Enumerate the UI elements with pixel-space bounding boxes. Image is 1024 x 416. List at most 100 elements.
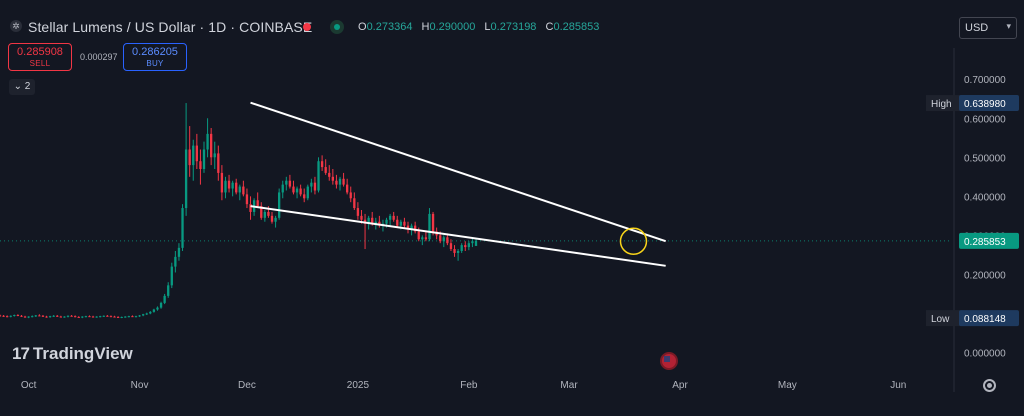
spread-value: 0.000297 — [80, 52, 118, 62]
candle-body — [317, 161, 320, 191]
candle-body — [295, 188, 299, 193]
candle-body — [23, 316, 27, 318]
currency-value: USD — [965, 22, 989, 34]
tradingview-logo-text: TradingView — [32, 344, 133, 363]
chevron-down-icon: ▾ — [1006, 21, 1011, 31]
symbol-title[interactable]: Stellar Lumens / US Dollar · 1D · COINBA… — [28, 19, 313, 35]
candle-body — [59, 316, 63, 318]
sell-price: 0.285908 — [17, 46, 63, 58]
candle-body — [270, 215, 274, 222]
candle-body — [41, 315, 45, 317]
candle-body — [449, 243, 453, 250]
candle-body — [124, 316, 127, 318]
candle-body — [95, 316, 98, 318]
candle-body — [424, 237, 428, 240]
candle-body — [446, 237, 449, 244]
candle-body — [145, 313, 148, 315]
candle-body — [13, 315, 16, 317]
candle-body — [353, 198, 356, 209]
price-label-tag: Low — [931, 314, 950, 325]
trendline — [250, 205, 666, 267]
y-tick-label: 0.400000 — [964, 192, 1006, 203]
candle-body — [371, 217, 374, 224]
candle-body — [163, 295, 166, 303]
ohlc-low-value: 0.273198 — [490, 21, 537, 33]
candle-body — [421, 237, 424, 240]
price-label-bg — [959, 95, 1019, 112]
candle-body — [156, 307, 159, 310]
candle-body — [242, 186, 245, 195]
sell-label: SELL — [29, 59, 51, 68]
candle-body — [338, 178, 342, 185]
ohlc-close-value: 0.285853 — [553, 21, 600, 33]
gear-icon[interactable] — [983, 379, 996, 392]
candle-body — [417, 231, 420, 240]
candle-body — [16, 315, 20, 317]
candle-body — [310, 182, 313, 187]
price-label-value: 0.088148 — [964, 314, 1006, 325]
candle-body — [63, 316, 66, 318]
candle-body — [170, 266, 173, 286]
candle-body — [159, 302, 163, 308]
candle-body — [120, 316, 123, 318]
candle-body — [249, 204, 252, 212]
candle-body — [184, 149, 188, 209]
candle-body — [188, 149, 191, 166]
candle-body — [88, 316, 91, 318]
candle-body — [399, 221, 403, 226]
price-label-value: 0.285853 — [964, 237, 1006, 248]
y-tick-label: 0.600000 — [964, 114, 1006, 125]
candle-body — [102, 315, 105, 317]
candle-body — [285, 180, 288, 185]
candle-body — [99, 316, 102, 318]
candle-body — [442, 237, 445, 242]
candle-body — [260, 206, 263, 218]
candles-group — [0, 103, 478, 319]
x-tick-label: Apr — [672, 380, 688, 391]
ohlc-close-key: C — [545, 21, 554, 33]
candle-body — [396, 219, 399, 226]
candle-body — [428, 213, 431, 240]
currency-select[interactable]: USD ▾ — [959, 17, 1017, 39]
buy-button[interactable]: 0.286205 BUY — [123, 43, 187, 71]
candle-body — [70, 315, 73, 317]
candle-body — [152, 309, 156, 312]
candle-body — [141, 314, 145, 316]
ohlc-low-key: L — [484, 21, 491, 33]
x-tick-label: Nov — [131, 380, 149, 391]
candle-body — [303, 194, 306, 199]
candle-body — [84, 316, 88, 318]
us-flag-icon[interactable] — [660, 352, 678, 370]
candle-body — [306, 186, 309, 199]
tradingview-mark-icon: 17 — [12, 344, 30, 363]
candle-body — [328, 172, 331, 177]
candle-body — [335, 180, 338, 185]
candle-body — [345, 184, 349, 193]
candle-body — [45, 316, 48, 318]
visibility-eye-icon[interactable] — [330, 20, 344, 34]
candle-body — [116, 316, 120, 318]
candle-body — [113, 316, 116, 318]
candle-body — [56, 315, 59, 317]
y-tick-label: 0.200000 — [964, 270, 1006, 281]
price-label-tag-bg — [926, 95, 960, 112]
candle-body — [238, 186, 241, 193]
x-tick-label: Feb — [460, 380, 478, 391]
candle-body — [453, 249, 456, 253]
price-label-tag-bg — [926, 310, 960, 327]
price-label-high: High 0.638980 — [926, 95, 1019, 112]
ohlc-open-key: O — [358, 21, 367, 33]
candle-body — [313, 182, 317, 191]
buy-price: 0.286205 — [132, 46, 178, 58]
candle-body — [263, 211, 267, 218]
indicators-collapse-button[interactable]: ⌄ 2 — [9, 79, 35, 95]
candle-body — [367, 217, 370, 224]
sell-button[interactable]: 0.285908 SELL — [8, 43, 72, 71]
candle-body — [181, 208, 184, 248]
x-tick-label: Oct — [21, 380, 37, 391]
price-label-bg — [959, 232, 1019, 249]
candle-body — [410, 225, 413, 230]
candle-body — [464, 245, 467, 248]
candle-body — [456, 250, 460, 253]
